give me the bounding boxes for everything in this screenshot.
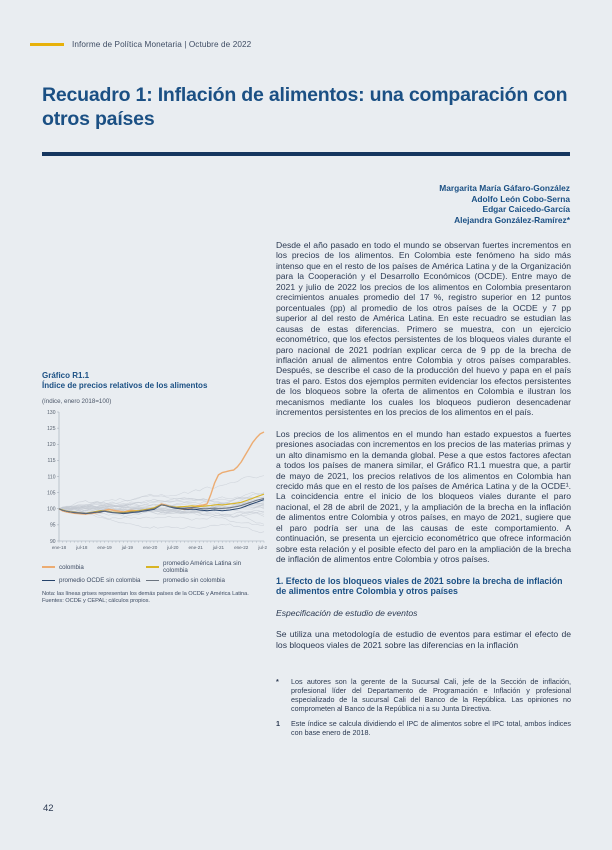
legend-swatch — [146, 579, 159, 582]
svg-text:125: 125 — [47, 426, 56, 432]
svg-text:110: 110 — [48, 474, 56, 480]
svg-text:130: 130 — [47, 410, 56, 416]
svg-text:90: 90 — [50, 539, 56, 545]
legend-label: promedio América Latina sin colombia — [163, 560, 242, 574]
footnote-text: Este índice se calcula dividiendo el IPC… — [291, 719, 571, 738]
chart-legend: colombia promedio América Latina sin col… — [42, 560, 267, 584]
footnote-marker: 1 — [276, 719, 280, 729]
svg-text:ene-19: ene-19 — [97, 545, 112, 550]
legend-item: colombia — [42, 560, 146, 574]
figure-note-line: Nota: las líneas grises representan los … — [42, 591, 249, 597]
legend-item: promedio América Latina sin colombia — [146, 560, 267, 574]
legend-swatch — [146, 566, 159, 568]
legend-label: promedio OCDE sin colombia — [59, 577, 141, 584]
footnote-text: Los autores son la gerente de la Sucursa… — [291, 677, 571, 713]
chart-svg: 90 95 100 105 110 115 120 125 130 ene-18 jul-18 ene… — [47, 410, 267, 550]
subsection-heading: Especificación de estudio de eventos — [276, 607, 418, 618]
svg-text:ene-22: ene-22 — [234, 545, 249, 550]
paragraph-2: Los precios de los alimentos en el mundo… — [276, 428, 571, 565]
svg-text:ene-21: ene-21 — [189, 545, 204, 550]
svg-text:100: 100 — [47, 507, 56, 513]
svg-text:jul-19: jul-19 — [121, 545, 134, 550]
figure-unit: (índice, enero 2018=100) — [42, 398, 112, 405]
paragraph-3: Se utiliza una metodología de estudio de… — [276, 629, 571, 650]
author-line: Adolfo León Cobo-Serna — [471, 193, 570, 204]
section-1-heading: 1. Efecto de los bloqueos viales de 2021… — [276, 575, 563, 597]
svg-text:115: 115 — [48, 458, 56, 464]
footnotes-block: * Los autores son la gerente de la Sucur… — [276, 677, 571, 738]
title-rule — [42, 152, 570, 156]
svg-text:jul-18: jul-18 — [75, 545, 88, 550]
svg-text:jul-22: jul-22 — [257, 545, 267, 550]
svg-text:jul-21: jul-21 — [212, 545, 225, 550]
figure-sources-line: Fuentes: OCDE y CEPAL; cálculos propios. — [42, 598, 150, 605]
svg-text:ene-20: ene-20 — [143, 545, 158, 550]
footnote-marker: * — [276, 677, 279, 687]
legend-item: promedio OCDE sin colombia — [42, 577, 146, 584]
figure-label: Gráfico R1.1 — [42, 371, 90, 380]
yellow-dash-icon — [30, 42, 64, 47]
svg-text:95: 95 — [50, 523, 56, 529]
paragraph-1: Desde el año pasado en todo el mundo se … — [276, 240, 571, 418]
legend-label: colombia — [59, 563, 84, 571]
legend-label: promedio sin colombia — [163, 577, 225, 584]
legend-swatch — [42, 579, 55, 582]
svg-text:ene-18: ene-18 — [52, 545, 67, 550]
figure-note: Nota: las líneas grises representan los … — [42, 591, 267, 606]
page-header: Informe de Política Monetaria | Octubre … — [30, 40, 251, 49]
authors-block: Margarita María Gáfaro-González Adolfo L… — [439, 183, 570, 225]
footnote-1: 1 Este índice se calcula dividiendo el I… — [276, 720, 571, 738]
figure-r1-1: Gráfico R1.1 Índice de precios relativos… — [42, 371, 267, 606]
figure-title: Índice de precios relativos de los alime… — [42, 381, 208, 390]
header-title: Informe de Política Monetaria | Octubre … — [72, 40, 252, 49]
legend-item: promedio sin colombia — [146, 577, 267, 584]
svg-text:105: 105 — [47, 490, 56, 496]
page-number: 42 — [43, 803, 54, 814]
footnote-asterisk: * Los autores son la gerente de la Sucur… — [276, 677, 571, 713]
legend-swatch — [42, 566, 55, 568]
author-line: Alejandra González-Ramírez* — [454, 214, 570, 225]
svg-text:jul-20: jul-20 — [166, 545, 179, 550]
body-column: Desde el año pasado en todo el mundo se … — [276, 240, 571, 745]
author-line: Edgar Caicedo-García — [482, 204, 570, 215]
author-line: Margarita María Gáfaro-González — [439, 183, 570, 193]
svg-text:120: 120 — [47, 442, 56, 448]
page-title: Recuadro 1: Inflación de alimentos: una … — [42, 84, 568, 130]
